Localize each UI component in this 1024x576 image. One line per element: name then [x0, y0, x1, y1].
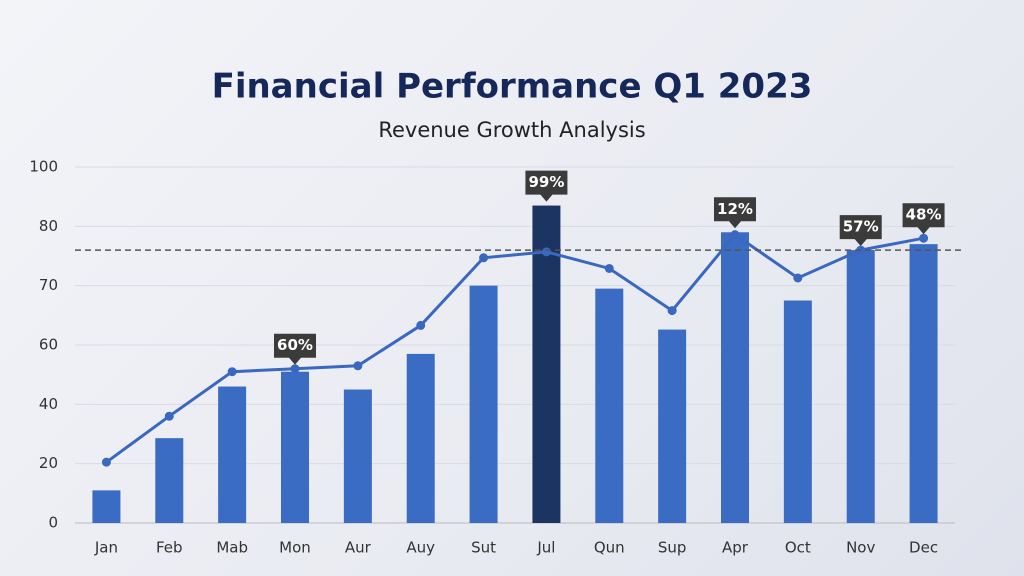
line-point — [479, 253, 489, 263]
bar — [595, 288, 624, 523]
y-tick-label: 70 — [39, 276, 58, 294]
bar — [281, 371, 309, 523]
x-tick-label: Nov — [846, 539, 875, 557]
x-tick-label: Jul — [536, 539, 555, 557]
line-point — [730, 230, 740, 240]
annotation: 99% — [525, 170, 568, 202]
annotation-label: 99% — [528, 173, 564, 191]
line-point — [793, 273, 803, 283]
x-tick-label: Aur — [345, 539, 372, 557]
bar — [343, 389, 372, 523]
line-point — [290, 364, 300, 374]
bar — [155, 438, 184, 523]
x-tick-label: Dec — [909, 539, 938, 557]
annotation-label: 48% — [906, 206, 942, 224]
annotation-label: 57% — [843, 218, 879, 236]
x-tick-label: Auy — [406, 539, 435, 557]
line-point — [604, 263, 614, 273]
bar — [532, 205, 561, 524]
bar — [846, 250, 875, 524]
x-tick-label: Oct — [785, 539, 811, 557]
bar — [909, 244, 938, 523]
line — [105, 232, 924, 464]
annotation: 60% — [274, 333, 316, 365]
x-tick-label: Mab — [216, 539, 248, 557]
bar — [469, 285, 498, 523]
line-point — [416, 320, 426, 330]
chart-subtitle: Revenue Growth Analysis — [378, 118, 645, 142]
line-point — [919, 233, 929, 243]
x-tick-label: Sut — [471, 539, 496, 557]
line-point — [101, 457, 111, 467]
line-point — [667, 306, 677, 316]
annotation-box — [902, 203, 945, 235]
x-tick-label: Sup — [658, 539, 687, 557]
y-tick-label: 40 — [39, 395, 58, 413]
y-tick-label: 0 — [48, 514, 58, 532]
annotation: 48% — [902, 203, 945, 235]
y-tick-label: 60 — [39, 336, 58, 354]
chart-title: Financial Performance Q1 2023 — [212, 67, 813, 107]
line-point — [164, 411, 174, 421]
annotation: 57% — [839, 215, 882, 247]
annotation: 12% — [714, 197, 756, 229]
bar — [406, 353, 435, 523]
annotation-box — [274, 333, 316, 365]
y-tick-label: 100 — [29, 158, 58, 176]
line-point — [227, 367, 237, 377]
annotation-box — [525, 170, 568, 202]
bar — [721, 232, 749, 523]
y-tick-label: 80 — [39, 217, 58, 235]
bar — [218, 386, 247, 523]
annotation-box — [839, 215, 882, 247]
annotation-label: 12% — [717, 200, 753, 218]
bar — [783, 300, 812, 523]
x-tick-label: Apr — [722, 539, 749, 557]
y-tick-label: 20 — [39, 454, 58, 472]
x-tick-label: Feb — [156, 539, 183, 557]
x-tick-label: Jan — [94, 539, 118, 557]
x-tick-label: Mon — [279, 539, 311, 557]
annotation-box — [714, 197, 756, 229]
line-point — [541, 247, 551, 257]
bar — [92, 490, 121, 523]
x-tick-label: Qun — [594, 539, 625, 557]
bar — [658, 329, 687, 523]
line-point — [353, 361, 363, 371]
annotation-label: 60% — [277, 336, 313, 354]
